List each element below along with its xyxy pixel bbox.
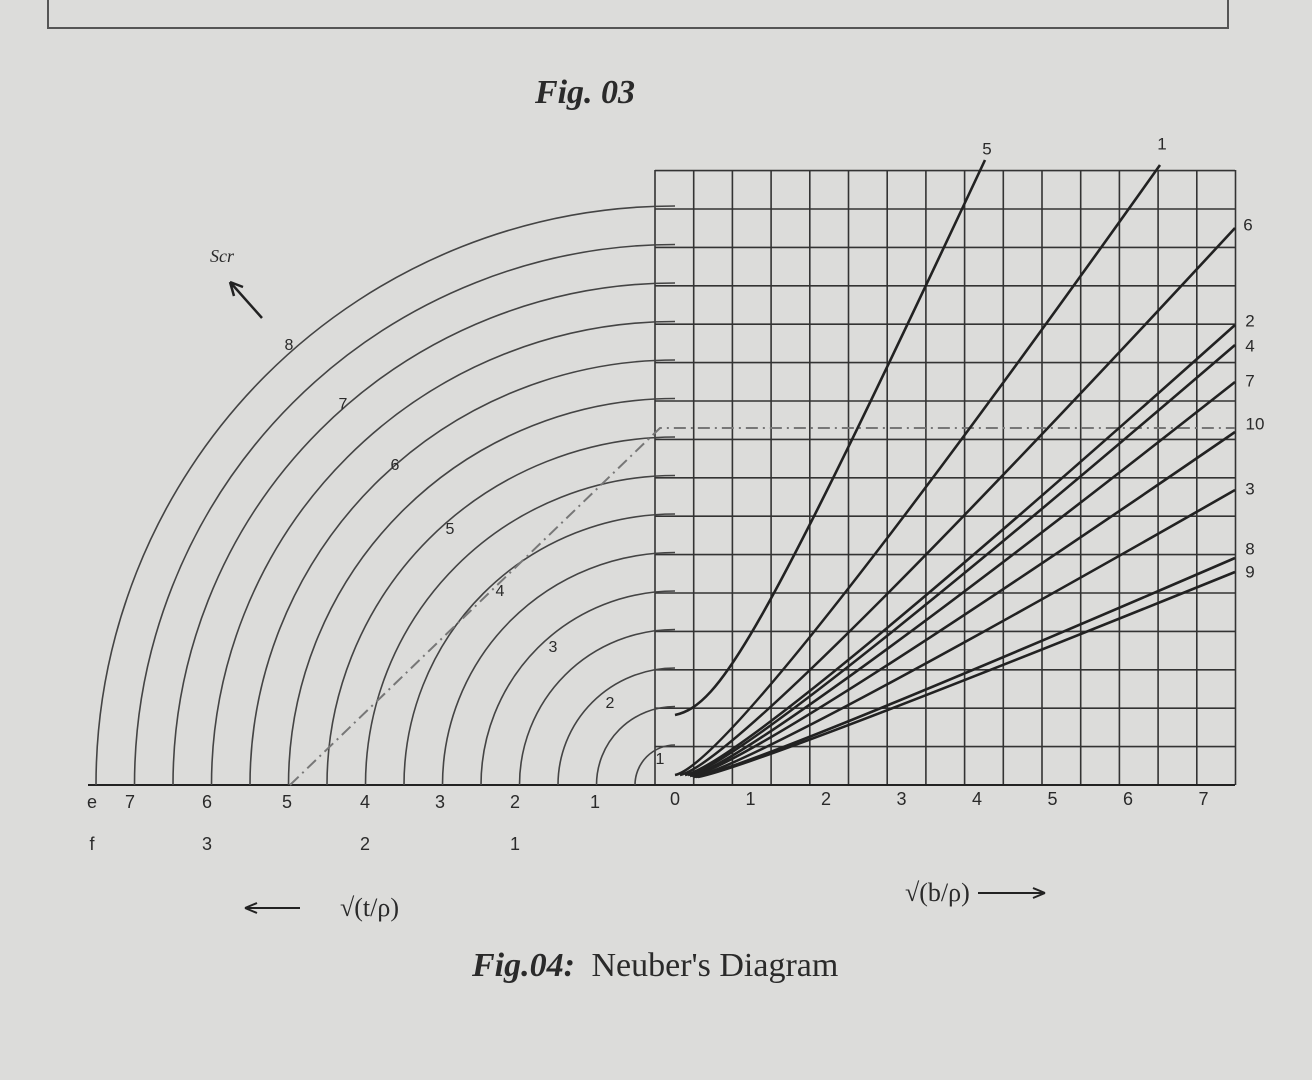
right-axis-label: 2 — [821, 789, 831, 809]
arc — [364, 474, 676, 786]
arc — [287, 397, 676, 786]
right-axis-label: 5 — [1047, 789, 1057, 809]
right-axis-label: 6 — [1123, 789, 1133, 809]
curve — [674, 159, 987, 717]
arc — [133, 243, 676, 786]
curve-label: 6 — [1243, 215, 1252, 234]
right-axis-label: 1 — [745, 789, 755, 809]
left-arrow — [244, 902, 300, 914]
arc-label: 8 — [285, 337, 294, 354]
left-axis-label: e — [87, 792, 97, 812]
arc — [403, 513, 676, 786]
arc-label: 7 — [339, 396, 348, 413]
curve — [693, 488, 1236, 779]
curve-label: 10 — [1246, 414, 1265, 433]
left-axis-label: 2 — [510, 792, 520, 812]
arc — [95, 205, 676, 786]
arc-label: 5 — [446, 521, 455, 538]
arc-label: 6 — [391, 457, 400, 474]
right-axis-label: 7 — [1198, 789, 1208, 809]
left-axis-label-2: f — [89, 834, 95, 854]
scr-label: Scr — [210, 246, 235, 266]
right-axis-label: 4 — [972, 789, 982, 809]
curve — [674, 164, 1162, 777]
left-axis-label: 1 — [590, 792, 600, 812]
left-axis-label: 7 — [125, 792, 135, 812]
caption: Fig.04: Neuber's Diagram — [471, 947, 838, 984]
right-axis-label: 3 — [896, 789, 906, 809]
left-axis-label-2: 3 — [202, 834, 212, 854]
arc — [441, 551, 676, 786]
left-axis-label: 3 — [435, 792, 445, 812]
figure-label: Fig. 03 — [534, 74, 635, 111]
arc — [249, 359, 676, 786]
curve-label: 9 — [1245, 562, 1254, 581]
curve — [691, 430, 1236, 778]
curve — [687, 344, 1236, 777]
arc — [210, 320, 676, 786]
curve-label: 8 — [1245, 539, 1254, 558]
caption-prefix: Fig.04: — [471, 947, 575, 984]
arc-label: 4 — [496, 583, 505, 600]
arc-label: 2 — [606, 695, 615, 712]
arc — [595, 705, 676, 786]
curve — [689, 380, 1236, 778]
scr-arrow — [228, 280, 263, 319]
curve-label: 4 — [1245, 336, 1254, 355]
dash-dot-line — [289, 427, 1235, 786]
arc — [634, 744, 676, 786]
top-box — [47, 0, 1229, 29]
curve-label: 3 — [1245, 479, 1254, 498]
curve-label: 2 — [1245, 311, 1254, 330]
right-arrow — [978, 887, 1046, 899]
curve-label: 7 — [1245, 371, 1254, 390]
left-axis-label: 4 — [360, 792, 370, 812]
left-axis-label-2: 2 — [360, 834, 370, 854]
left-axis-label: 6 — [202, 792, 212, 812]
arc — [557, 667, 676, 786]
curve-label: 5 — [982, 139, 991, 158]
arc-label: 3 — [549, 639, 558, 656]
arc — [480, 590, 676, 786]
curve — [697, 570, 1236, 779]
arc — [518, 628, 676, 786]
arc-label: 1 — [656, 751, 665, 768]
right-axis-label: 0 — [670, 789, 680, 809]
curve — [679, 227, 1236, 777]
curve — [684, 324, 1236, 777]
arc — [326, 436, 676, 786]
right-formula: √(b/ρ) — [905, 878, 970, 907]
arc — [172, 282, 676, 786]
left-axis-label: 5 — [282, 792, 292, 812]
caption-text: Neuber's Diagram — [591, 947, 838, 984]
left-axis-label-2: 1 — [510, 834, 520, 854]
left-formula: √(t/ρ) — [340, 893, 399, 922]
curve-label: 1 — [1157, 134, 1166, 153]
